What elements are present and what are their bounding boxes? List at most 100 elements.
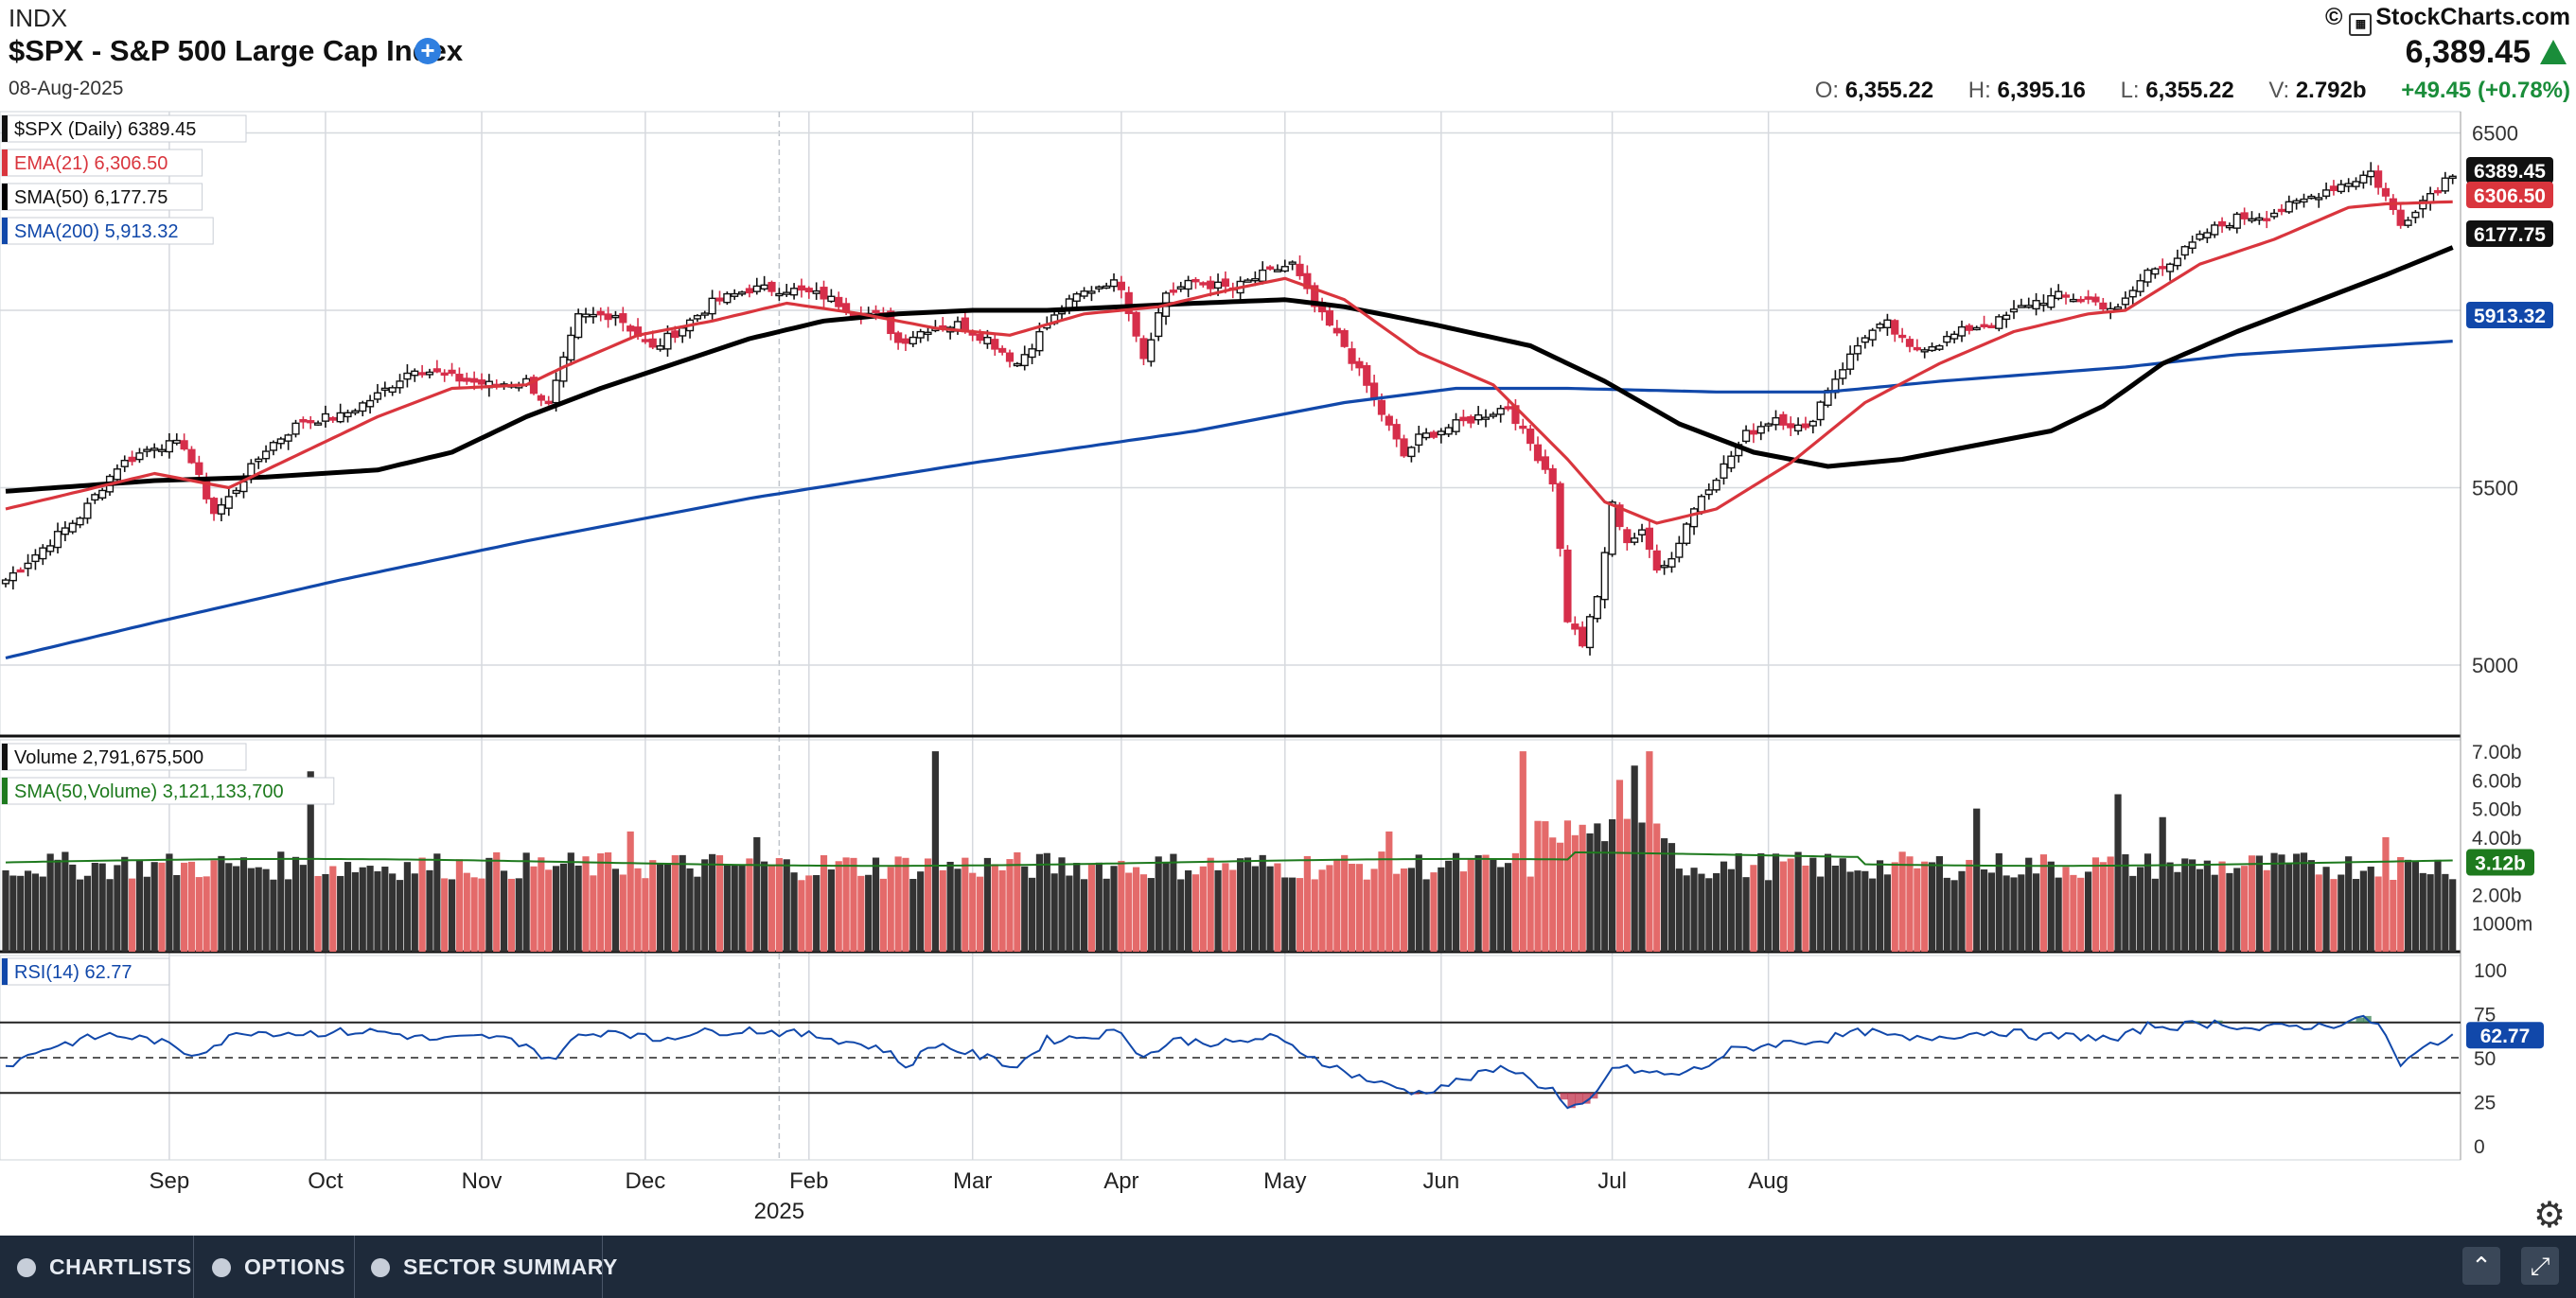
x-tick-label: Feb — [789, 1168, 828, 1194]
candle-down — [1392, 424, 1401, 440]
volume-bar — [1615, 780, 1624, 952]
volume-bar — [1103, 878, 1110, 952]
candle-up — [1928, 345, 1936, 352]
volume-bar — [2345, 856, 2353, 952]
volume-bar — [2449, 879, 2457, 952]
candle-down — [1556, 482, 1564, 550]
high-label: H: — [1967, 78, 1991, 103]
candle-up — [589, 313, 597, 318]
volume-bar — [1251, 866, 1259, 952]
volume-bar — [2255, 855, 2263, 952]
volume-bar — [723, 864, 731, 952]
chart-title: $SPX - S&P 500 Large Cap Index — [9, 34, 464, 67]
candle-down — [1533, 444, 1543, 462]
candle-up — [1883, 319, 1892, 328]
candle-up — [1280, 266, 1289, 272]
candle-down — [463, 377, 471, 382]
price-tick-label: 5000 — [2472, 654, 2518, 677]
candle-down — [1377, 399, 1386, 415]
volume-bar — [1266, 866, 1274, 952]
volume-bar — [2397, 856, 2405, 952]
volume-bar — [1214, 869, 1222, 952]
candle-down — [1548, 468, 1557, 485]
candle-up — [679, 327, 687, 337]
candle-down — [604, 313, 612, 321]
volume-bar — [2010, 877, 2018, 952]
candle-down — [835, 296, 843, 307]
candle-up — [217, 504, 226, 515]
volume-bar — [31, 873, 40, 952]
volume-bar — [1438, 867, 1445, 952]
candle-down — [537, 395, 545, 401]
collapse-up-icon[interactable]: ⌃ — [2462, 1247, 2500, 1285]
candle-up — [2144, 269, 2152, 283]
volume-bar — [1229, 869, 1237, 952]
candle-up — [723, 292, 732, 304]
candle-up — [1474, 413, 1483, 421]
volume-bar — [1667, 843, 1676, 952]
candle-up — [2359, 174, 2368, 184]
volume-bar — [426, 869, 433, 952]
candle-up — [2367, 170, 2375, 178]
volume-bar — [969, 872, 977, 952]
volume-legend-swatch — [2, 744, 8, 770]
rsi-overbought-fill — [2348, 1021, 2357, 1023]
volume-bar — [649, 860, 657, 952]
volume-bar — [574, 865, 582, 952]
volume-bar — [976, 876, 984, 952]
options-button[interactable]: OPTIONS — [212, 1236, 345, 1298]
candle-up — [1489, 413, 1497, 417]
volume-legend-label: SMA(50,Volume) 3,121,133,700 — [14, 781, 284, 802]
candle-down — [1913, 346, 1921, 351]
brand[interactable]: © ▦ StockCharts.com — [2325, 4, 2570, 36]
sector-summary-button[interactable]: SECTOR SUMMARY — [371, 1236, 618, 1298]
candle-down — [872, 309, 880, 314]
volume-bar — [1594, 823, 1601, 952]
volume-bar — [1690, 868, 1698, 952]
candle-down — [1207, 280, 1215, 289]
sma50-line — [5, 245, 2454, 494]
volume-bar — [962, 857, 969, 952]
candle-down — [1199, 282, 1208, 286]
volume-bar — [1177, 879, 1185, 952]
candle-down — [804, 288, 813, 293]
candle-up — [2321, 189, 2331, 197]
volume-bar — [1898, 851, 1906, 952]
candle-down — [1221, 278, 1230, 287]
candle-down — [1303, 272, 1312, 289]
volume-bar — [1750, 865, 1757, 952]
volume-bar — [2039, 854, 2048, 952]
add-chartlist-icon[interactable]: + — [415, 38, 441, 64]
candle-up — [9, 571, 17, 582]
volume-bar — [233, 866, 240, 952]
candle-up — [261, 450, 271, 460]
last-value-tag — [2466, 302, 2553, 328]
volume-bar — [1601, 841, 1609, 952]
volume-bar — [270, 879, 277, 952]
volume-bar — [359, 867, 366, 952]
volume-bar — [1474, 855, 1482, 952]
candle-up — [2448, 175, 2457, 180]
settings-gear-icon[interactable]: ⚙ — [2533, 1196, 2567, 1236]
last-value-tag-label: 6306.50 — [2474, 185, 2546, 207]
volume-bar — [166, 853, 173, 952]
candle-down — [894, 332, 903, 343]
candle-down — [1139, 338, 1148, 360]
volume-sma-tag-label: 3.12b — [2475, 853, 2526, 875]
candle-down — [307, 420, 315, 424]
volume-bar — [939, 869, 946, 952]
chartlists-button[interactable]: CHARTLISTS — [17, 1236, 192, 1298]
volume-bar — [2196, 868, 2204, 952]
volume-bar — [1609, 818, 1616, 952]
chart-canvas[interactable]: 50005500600065006389.456306.506177.75591… — [0, 0, 2576, 1236]
candle-down — [1325, 310, 1334, 326]
exchange-label: INDX — [9, 4, 68, 32]
candle-down — [998, 347, 1007, 353]
volume-bar — [1638, 822, 1646, 952]
expand-fullscreen-icon[interactable]: ⤢ — [2521, 1247, 2559, 1285]
candle-up — [61, 527, 69, 535]
candle-down — [470, 377, 479, 383]
candle-down — [1363, 364, 1371, 386]
rsi-tick-label: 100 — [2474, 960, 2507, 982]
rsi-oversold-fill — [1575, 1093, 1583, 1105]
